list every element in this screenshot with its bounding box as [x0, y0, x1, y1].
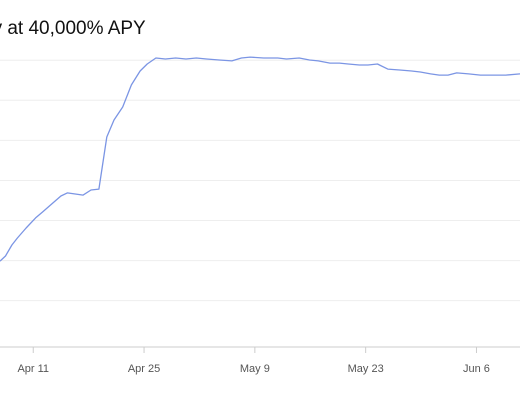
x-tick-label: Apr 11: [17, 363, 49, 375]
x-tick-label: May 9: [240, 363, 270, 375]
x-axis: Apr 11 Apr 25 May 9 May 23 Jun 6: [0, 346, 520, 375]
chart-title: ay at 40,000% APY: [0, 18, 146, 39]
x-tick-label: Jun 6: [463, 363, 490, 375]
x-tick-label: Apr 25: [128, 363, 160, 375]
series-layer: [0, 56, 520, 262]
series-line: [0, 56, 520, 262]
grid-layer: [0, 59, 520, 302]
x-tick-label: May 23: [348, 363, 384, 375]
